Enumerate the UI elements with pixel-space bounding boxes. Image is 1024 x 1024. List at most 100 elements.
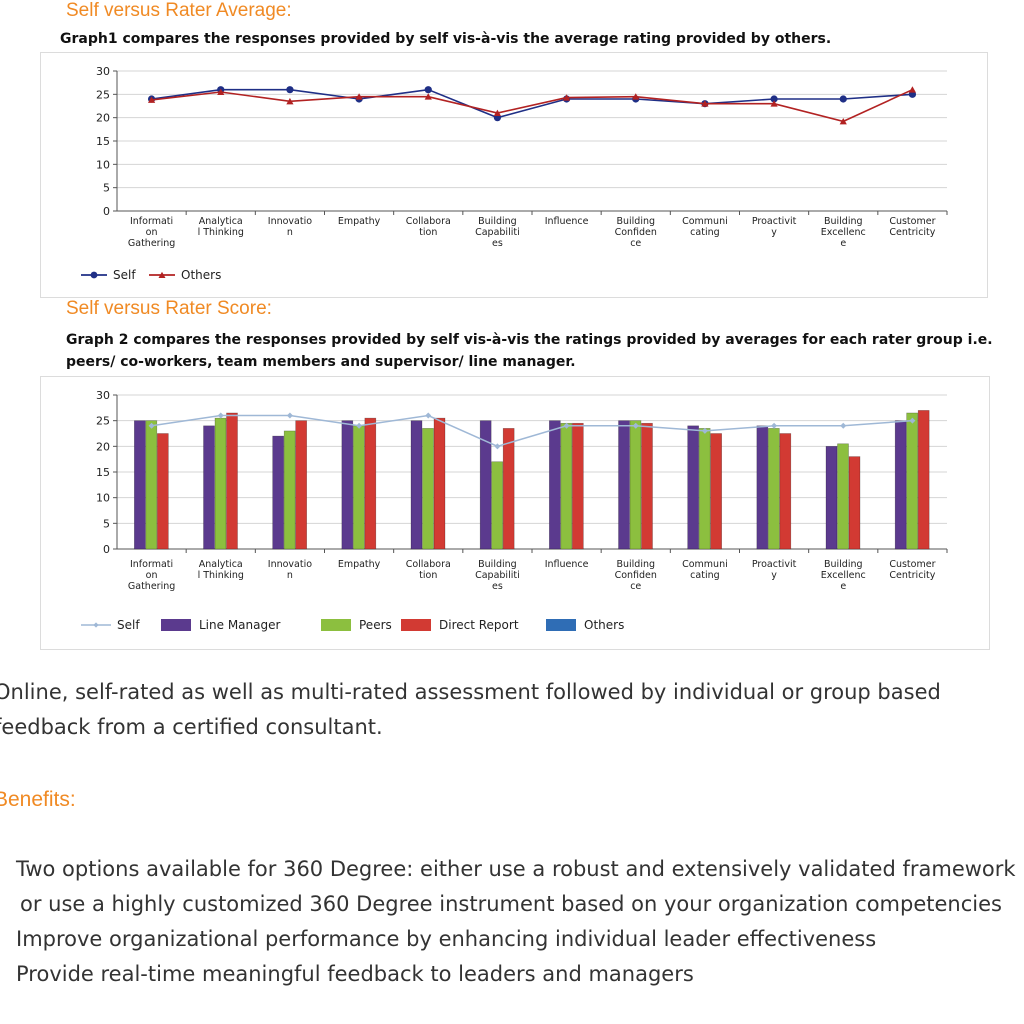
direct-report-bar — [502, 428, 515, 550]
peers-bar — [145, 420, 158, 550]
line-manager-bar — [272, 435, 284, 550]
self-point — [701, 427, 708, 434]
graph1-panel: 30 25 20 15 10 5 0 Informati on Gathering Analytic… — [40, 52, 988, 298]
self-point — [286, 86, 294, 94]
others-point — [839, 118, 847, 125]
x-tick-label: Gathering — [128, 581, 175, 592]
line-manager-bar — [756, 425, 769, 550]
x-tick-label: Building — [478, 216, 517, 227]
benefits-list: Two options available for 360 Degree: ei… — [16, 852, 1024, 992]
line-manager-bar — [410, 420, 423, 550]
others-series-line — [151, 88, 913, 123]
line-manager-bar — [687, 425, 699, 550]
others-point — [217, 88, 225, 95]
legend-label: Others — [181, 268, 221, 282]
x-tick-label: Building — [478, 559, 517, 570]
x-tick-label: Building — [824, 216, 863, 227]
x-tick-label: l Thinking — [198, 570, 244, 581]
legend-marker — [90, 271, 98, 279]
self-point — [217, 412, 224, 419]
direct-report-bar — [295, 420, 307, 550]
benefit-item: Provide real-time meaningful feedback to… — [16, 962, 694, 986]
legend-label: Self — [117, 618, 140, 632]
others-point — [908, 86, 917, 93]
benefit-item: Improve organizational performance by en… — [16, 927, 877, 951]
line-manager-bar — [549, 420, 561, 550]
legend-label: Others — [584, 618, 624, 632]
y-tick-label: 5 — [103, 182, 110, 195]
legend-label: Direct Report — [439, 618, 519, 632]
x-tick-label: Excellenc — [821, 570, 866, 581]
x-tick-label: Capabiliti — [475, 227, 520, 238]
peers-bar — [353, 425, 365, 550]
peers-bar — [491, 461, 503, 550]
peers-bar — [422, 428, 434, 550]
x-tick-label: on — [146, 570, 158, 581]
self-point — [840, 422, 847, 429]
description-line2: feedback from a certified consultant. — [0, 715, 383, 739]
x-tick-label: Customer — [889, 559, 935, 570]
self-series-line — [151, 88, 913, 119]
direct-report-bar — [157, 433, 169, 550]
x-tick-label: Analytica — [199, 216, 243, 227]
benefits-heading: Benefits: — [0, 788, 76, 811]
line-manager-bar — [134, 420, 146, 550]
direct-report-bar — [433, 417, 446, 550]
x-tick-label: Influence — [545, 216, 589, 227]
x-tick-label: ce — [630, 581, 641, 592]
legend-marker — [158, 271, 166, 278]
others-point — [701, 100, 709, 107]
description-line1: Online, self-rated as well as multi-rate… — [0, 680, 941, 704]
direct-report-bar — [364, 417, 377, 550]
y-tick-label: 20 — [96, 112, 110, 125]
x-tick-label: Empathy — [338, 559, 381, 570]
x-tick-label: n — [287, 570, 293, 581]
x-tick-label: Analytica — [199, 559, 243, 570]
others-point — [286, 97, 294, 105]
peers-bar — [560, 422, 573, 550]
direct-report-bar — [779, 433, 792, 550]
graph2-caption-line2: peers/ co-workers, team members and supe… — [66, 354, 576, 370]
benefit-item: Two options available for 360 Degree: ei… — [16, 857, 1016, 916]
graph2-caption-line1: Graph 2 compares the responses provided … — [66, 332, 993, 348]
x-tick-label: e — [840, 581, 846, 592]
x-tick-label: Influence — [545, 559, 589, 570]
others-point — [632, 93, 640, 100]
x-tick-label: on — [146, 227, 158, 238]
peers-bar — [283, 430, 296, 550]
x-tick-label: Collabora — [406, 559, 451, 570]
legend-swatch — [401, 619, 431, 631]
y-tick-label: 25 — [96, 88, 110, 101]
y-tick-label: 20 — [96, 440, 110, 453]
y-tick-label: 15 — [96, 466, 110, 479]
x-tick-label: Innovatio — [268, 216, 312, 227]
direct-report-bar — [710, 433, 722, 550]
legend-label: Self — [113, 268, 136, 282]
x-tick-label: cating — [690, 570, 719, 581]
legend-label: Line Manager — [199, 618, 280, 632]
x-tick-label: Collabora — [406, 216, 451, 227]
self-point — [839, 95, 847, 103]
y-tick-label: 0 — [103, 543, 110, 556]
x-tick-label: Gathering — [128, 238, 175, 249]
y-tick-label: 30 — [96, 65, 110, 78]
others-point — [147, 96, 156, 103]
x-tick-label: Informati — [130, 216, 173, 227]
x-tick-label: Building — [616, 559, 655, 570]
self-point — [494, 443, 501, 450]
direct-report-bar — [226, 412, 238, 550]
line-manager-bar — [618, 420, 630, 550]
self-point — [770, 95, 778, 103]
x-tick-label: Informati — [130, 559, 173, 570]
peers-bar — [698, 428, 711, 550]
self-point — [771, 422, 778, 429]
graph1-heading: Self versus Rater Average: — [66, 0, 292, 21]
x-tick-label: Customer — [889, 216, 935, 227]
self-point — [632, 422, 639, 429]
x-tick-label: Excellenc — [821, 227, 866, 238]
x-tick-label: Capabiliti — [475, 570, 520, 581]
x-tick-label: Building — [824, 559, 863, 570]
x-tick-label: es — [492, 238, 503, 249]
